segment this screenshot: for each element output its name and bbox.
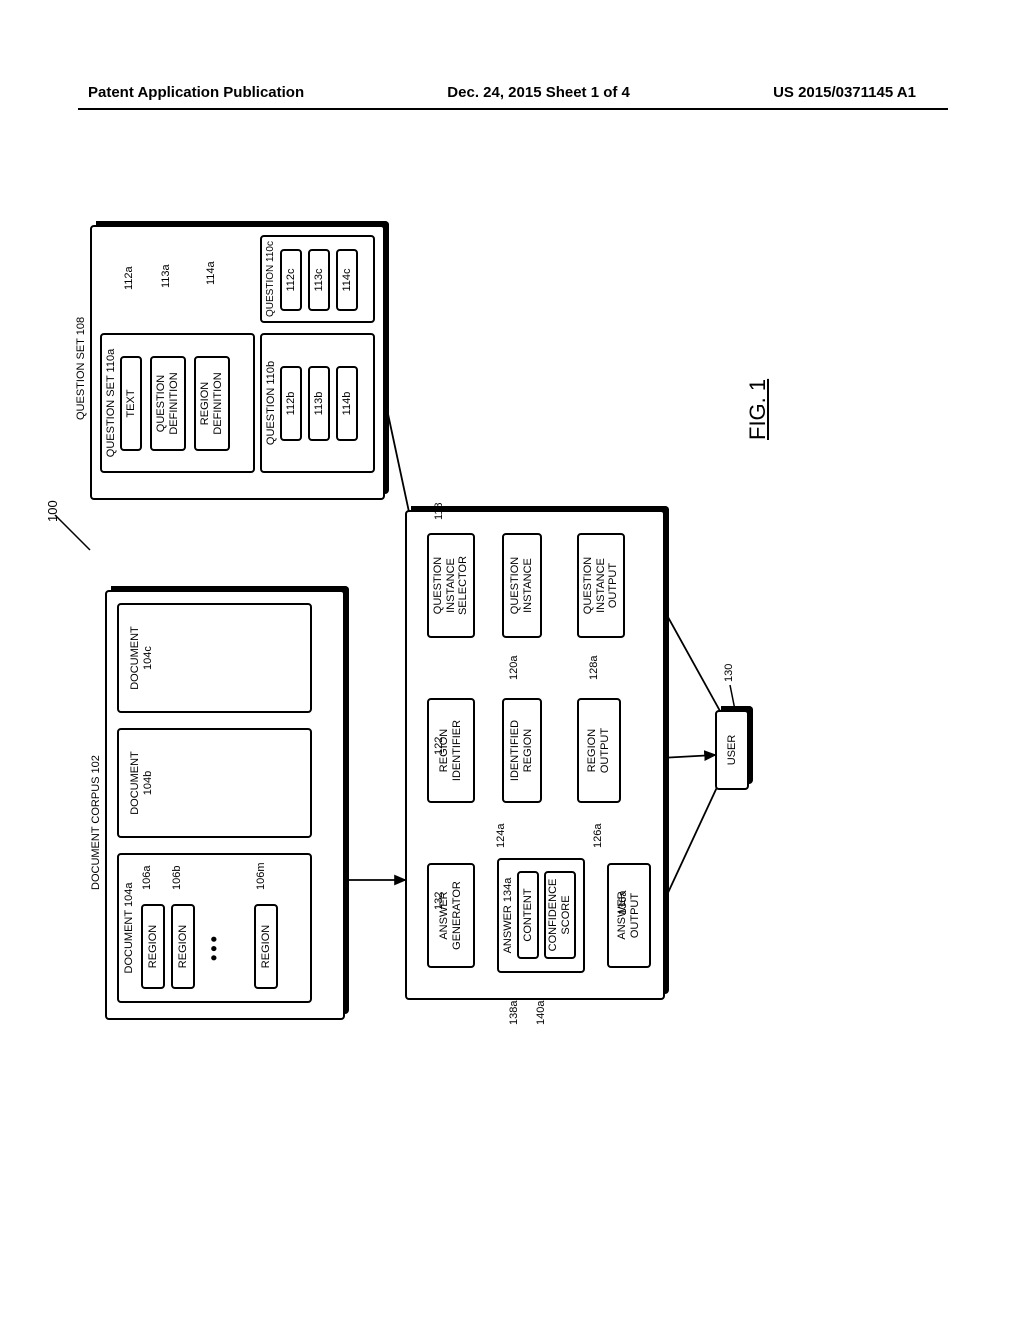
header-right: US 2015/0371145 A1	[773, 84, 916, 101]
region-a1: REGION	[141, 904, 165, 989]
document-corpus: DOCUMENT 104a REGION REGION ••• REGION 1…	[105, 590, 345, 1020]
identified-region: IDENTIFIED REGION	[502, 698, 542, 803]
header-divider	[78, 108, 948, 110]
ref-126a: 126a	[592, 824, 604, 848]
ref-120a: 120a	[508, 656, 520, 680]
question-c: QUESTION 110c 112c 113c 114c	[260, 235, 375, 323]
qc-113c: 113c	[308, 249, 330, 311]
ref-113a: 113a	[160, 264, 172, 288]
document-b: DOCUMENT104b	[117, 728, 312, 838]
ref-130: 130	[723, 664, 735, 682]
qc-114c: 114c	[336, 249, 358, 311]
question-b: QUESTION 110b 112b 113b 114b	[260, 333, 375, 473]
question-instance-selector: QUESTION INSTANCE SELECTOR	[427, 533, 475, 638]
ref-114a: 114a	[205, 261, 217, 285]
ref-106m: 106m	[255, 862, 268, 890]
answer-output: ANSWER OUTPUT	[607, 863, 651, 968]
ref-140a: 140a	[535, 1001, 547, 1025]
user: USER	[715, 710, 749, 790]
qb-113b: 113b	[308, 366, 330, 441]
qa-rdef: REGION DEFINITION	[194, 356, 230, 451]
ans-conf: CONFIDENCE SCORE	[544, 871, 576, 959]
answer-generator: ANSWER GENERATOR	[427, 863, 475, 968]
question-instance: QUESTION INSTANCE	[502, 533, 542, 638]
qset-title: QUESTION SET 108	[75, 317, 87, 420]
document-c: DOCUMENT104c	[117, 603, 312, 713]
answer-engine: ANSWER GENERATOR ANSWER 134a CONTENT CON…	[405, 510, 665, 1000]
question-instance-output: QUESTION INSTANCE OUTPUT	[577, 533, 625, 638]
ref-112a: 112a	[123, 266, 135, 290]
header-left: Patent Application Publication	[88, 84, 304, 101]
ref-118: 118	[433, 502, 445, 520]
region-am: REGION	[254, 904, 278, 989]
ref-138a: 138a	[508, 1001, 520, 1025]
ref-124a: 124a	[495, 824, 507, 848]
ref-100: 100	[45, 500, 60, 522]
qa-qdef: QUESTION DEFINITION	[150, 356, 186, 451]
figure-label: FIG. 1	[745, 379, 771, 440]
header-center: Dec. 24, 2015 Sheet 1 of 4	[447, 84, 630, 101]
qa-text: TEXT	[120, 356, 142, 451]
corpus-title: DOCUMENT CORPUS 102	[90, 755, 102, 890]
ans-content: CONTENT	[517, 871, 539, 959]
page-header: Patent Application Publication Dec. 24, …	[0, 84, 1024, 101]
ref-106a: 106a	[141, 866, 154, 890]
ref-132: 132	[433, 892, 445, 910]
region-output: REGION OUTPUT	[577, 698, 621, 803]
qc-112c: 112c	[280, 249, 302, 311]
answer: ANSWER 134a CONTENT CONFIDENCE SCORE	[497, 858, 585, 973]
qb-114b: 114b	[336, 366, 358, 441]
ref-122: 122	[433, 737, 445, 755]
ref-106b: 106b	[171, 866, 184, 890]
ellipsis-icon: •••	[204, 933, 225, 961]
ref-128a: 128a	[588, 656, 600, 680]
region-a2: REGION	[171, 904, 195, 989]
figure-1: DOCUMENT CORPUS 102 DOCUMENT 104a REGION…	[45, 235, 965, 1005]
qb-112b: 112b	[280, 366, 302, 441]
question-a: QUESTION SET 110a TEXT QUESTION DEFINITI…	[100, 333, 255, 473]
ref-136a: 136a	[617, 891, 629, 915]
